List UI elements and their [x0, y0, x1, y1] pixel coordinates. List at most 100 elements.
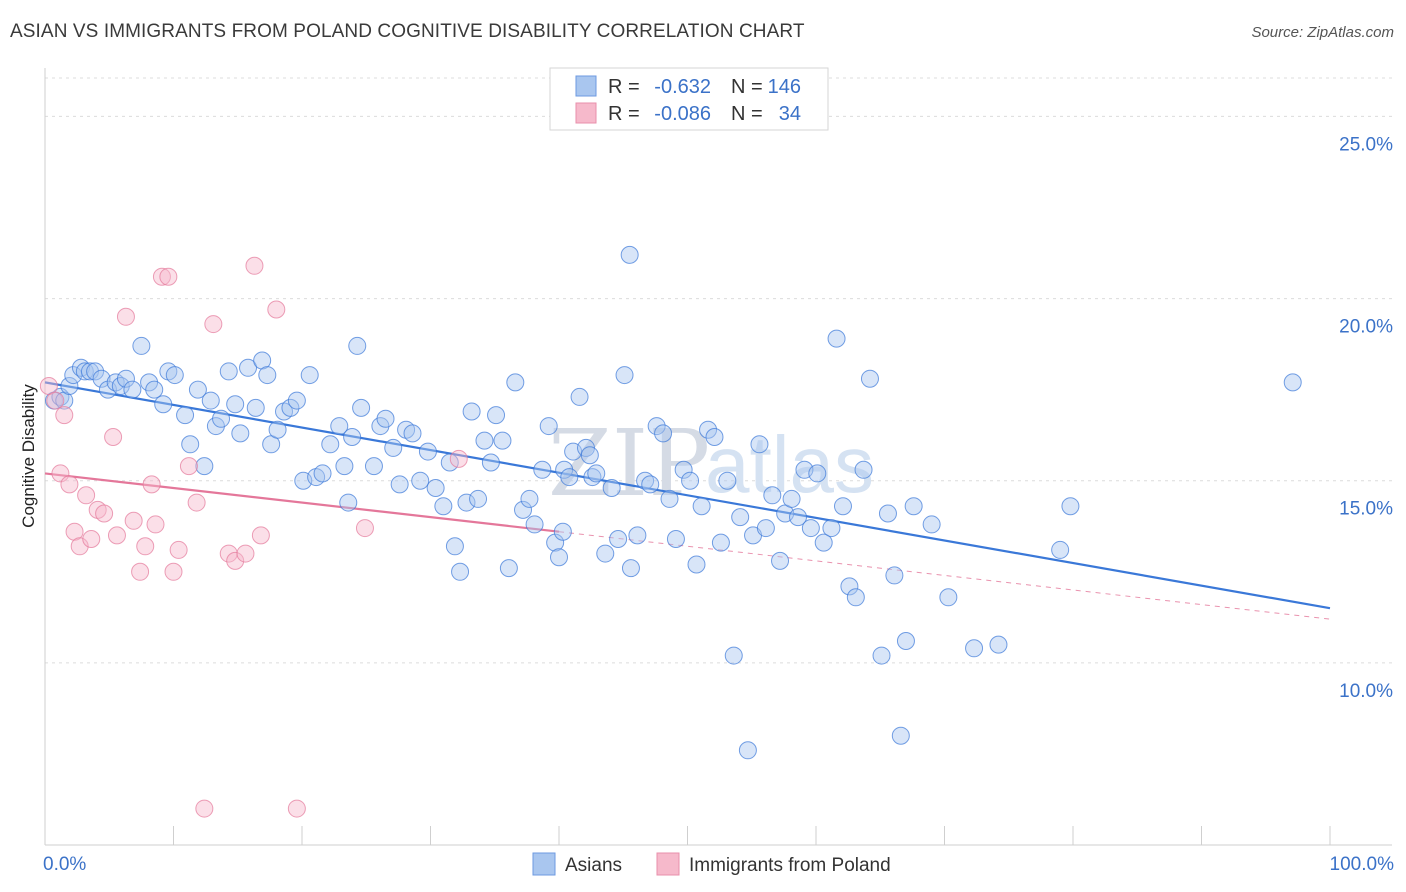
point-asian-110: [738, 741, 757, 760]
point-asian-74: [514, 500, 533, 519]
point-asian-134: [896, 632, 915, 650]
trend-lines: [44, 381, 1331, 620]
point-poland-33: [287, 799, 306, 818]
point-asian-11: [106, 373, 125, 392]
legend-item-poland: Immigrants from Poland: [656, 852, 891, 876]
point-asian-132: [885, 566, 904, 585]
point-asian-60: [426, 479, 445, 497]
point-asian-17: [145, 380, 164, 399]
point-asian-91: [615, 366, 634, 385]
point-asian-23: [188, 380, 207, 399]
point-asian-69: [481, 453, 500, 472]
point-asian-87: [587, 464, 606, 483]
point-asian-118: [789, 508, 808, 527]
point-asian-92: [621, 559, 640, 578]
stats-r-label: R =: [608, 103, 640, 125]
point-asian-131: [878, 504, 897, 523]
y-tick-label-25: 25.0%: [1339, 134, 1393, 155]
point-asian-133: [891, 726, 910, 745]
point-asian-105: [705, 428, 724, 446]
point-asian-32: [246, 398, 265, 417]
point-asian-135: [904, 497, 923, 516]
point-poland-29: [236, 544, 255, 563]
point-asian-9: [92, 369, 111, 388]
point-asian-100: [674, 460, 693, 479]
point-asian-34: [258, 366, 277, 385]
legend-label-asians: Asians: [565, 855, 622, 876]
point-asian-120: [801, 519, 820, 538]
point-asian-77: [533, 460, 552, 479]
point-asian-96: [647, 417, 666, 436]
point-asian-72: [499, 559, 518, 578]
point-asian-28: [219, 362, 238, 381]
x-tick-label-max: 100.0%: [1330, 854, 1395, 875]
stats-n-label: N =: [731, 103, 763, 125]
point-asian-6: [75, 362, 94, 381]
point-asian-103: [692, 497, 711, 516]
point-asian-78: [539, 417, 558, 436]
point-asian-144: [580, 446, 599, 465]
stats-r-value: -0.632: [654, 76, 711, 98]
y-tick-label-10: 10.0%: [1339, 681, 1393, 702]
point-poland-32: [267, 300, 286, 319]
point-asian-142: [1283, 373, 1302, 392]
point-asian-124: [827, 329, 846, 348]
point-asian-13: [116, 369, 135, 388]
point-asian-122: [814, 533, 833, 552]
point-poland-14: [124, 511, 143, 530]
point-poland-11: [104, 428, 123, 446]
point-asian-71: [493, 431, 512, 450]
stats-row-asians: R = -0.632 N = 146: [575, 75, 801, 98]
point-asian-36: [268, 420, 287, 439]
point-asian-41: [300, 366, 319, 385]
point-asian-65: [457, 493, 476, 512]
point-poland-20: [159, 267, 178, 286]
axes: [44, 68, 1392, 846]
point-asian-18: [154, 395, 173, 414]
series-poland: [39, 256, 468, 818]
point-asian-3: [60, 377, 79, 395]
point-asian-45: [330, 417, 349, 436]
point-poland-28: [226, 551, 245, 570]
point-asian-145: [553, 522, 572, 541]
point-asian-99: [666, 530, 685, 548]
point-asian-113: [756, 519, 775, 538]
point-asian-33: [253, 351, 272, 370]
point-asian-14: [123, 380, 142, 399]
point-asian-84: [570, 387, 589, 406]
point-poland-5: [65, 522, 84, 541]
watermark-zip: ZIP: [548, 410, 710, 517]
y-tick-label-15: 15.0%: [1339, 499, 1393, 520]
point-asian-53: [376, 409, 395, 428]
point-asian-38: [281, 398, 300, 417]
point-asian-63: [445, 537, 464, 556]
point-asian-44: [321, 435, 340, 454]
point-asian-76: [525, 515, 544, 534]
point-asian-22: [181, 435, 200, 454]
point-asian-121: [808, 464, 827, 483]
point-asian-51: [364, 457, 383, 476]
point-asian-25: [201, 391, 220, 410]
point-poland-35: [449, 449, 468, 468]
point-asian-114: [763, 486, 782, 505]
stats-n-value: 146: [768, 76, 801, 98]
point-asian-108: [724, 646, 743, 665]
stats-r-label: R =: [608, 76, 640, 98]
point-asian-20: [165, 366, 184, 385]
source-credit: Source: ZipAtlas.com: [1251, 24, 1394, 41]
point-asian-90: [609, 530, 628, 548]
point-asian-15: [132, 336, 151, 355]
point-asian-115: [771, 551, 790, 570]
point-poland-10: [95, 504, 114, 523]
point-asian-73: [506, 373, 525, 392]
point-asian-89: [602, 479, 621, 497]
point-asian-48: [343, 428, 362, 446]
point-poland-34: [355, 519, 374, 538]
point-asian-57: [403, 424, 422, 443]
point-poland-31: [251, 526, 270, 545]
point-asian-55: [390, 475, 409, 494]
point-asian-126: [840, 577, 859, 596]
y-tick-label-20: 20.0%: [1339, 317, 1393, 338]
y-tick-labels: 10.0% 15.0% 20.0% 25.0%: [1339, 134, 1393, 701]
